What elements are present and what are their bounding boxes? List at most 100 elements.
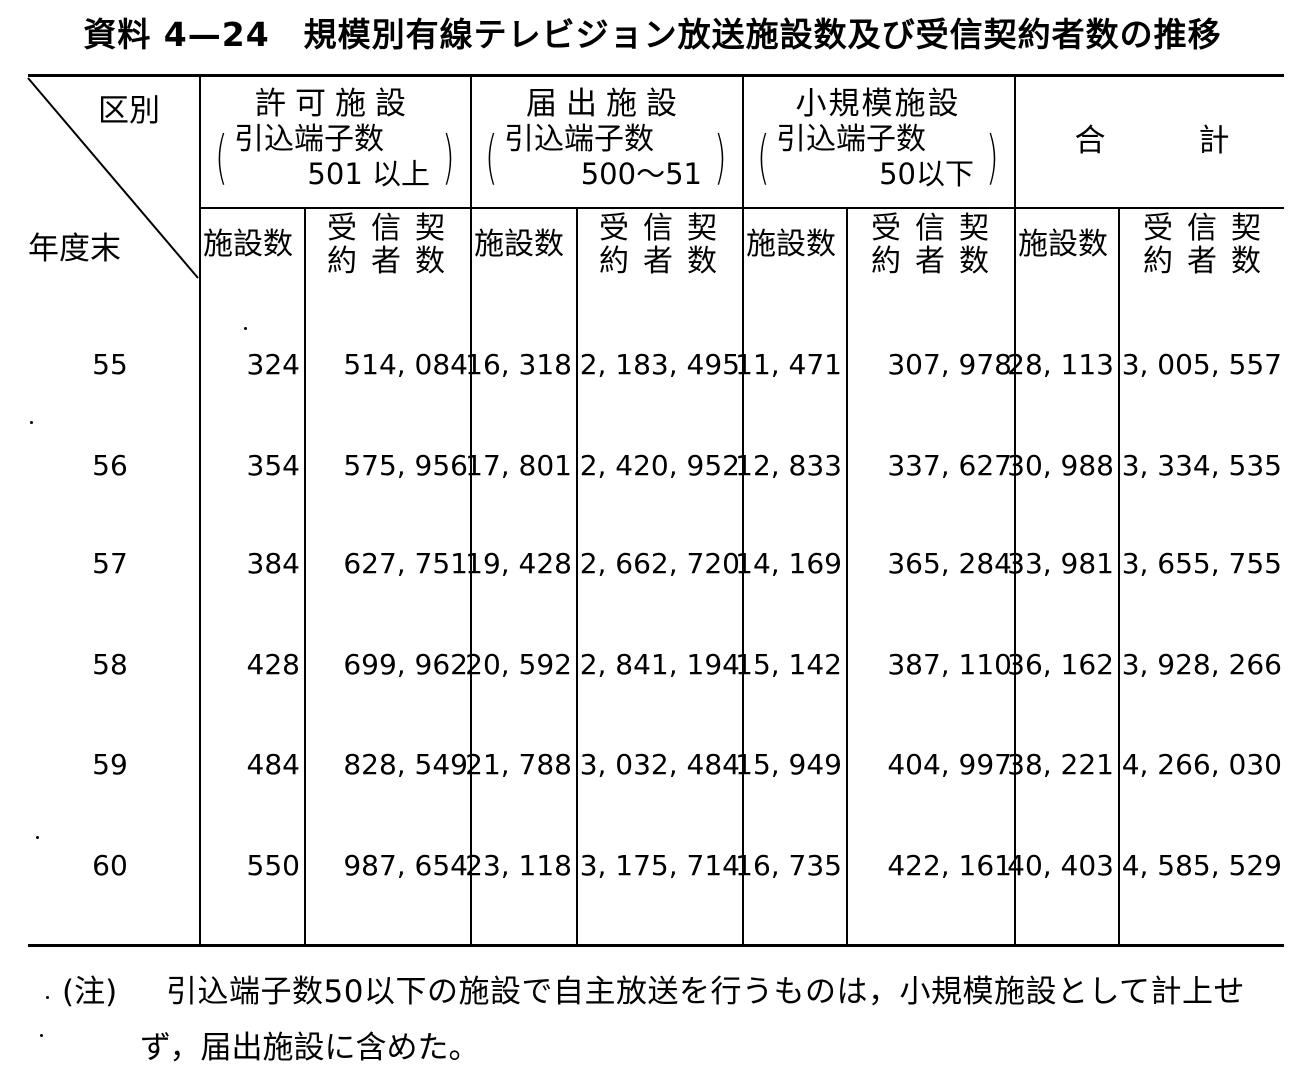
cell-subscriber-count: 828, 549 — [343, 748, 468, 781]
col-header-subscribers: 受信契 約者数 — [590, 212, 740, 278]
cell-facility-count: 30, 988 — [1007, 449, 1114, 482]
scan-speck — [40, 1034, 43, 1037]
cell-facility-count: 12, 833 — [735, 449, 842, 482]
cell-subscriber-count: 4, 585, 529 — [1121, 849, 1282, 882]
cell-subscriber-count: 387, 110 — [887, 648, 1012, 681]
group-sub-label: 引込端子数 — [234, 122, 384, 157]
corner-diagonal-line — [27, 77, 199, 279]
cell-facility-count: 15, 949 — [735, 748, 842, 781]
group-header-licensed: 許可施設 ( 引込端子数 501 以上 ) — [210, 88, 460, 194]
cell-facility-count: 38, 221 — [1007, 748, 1114, 781]
cell-facility-count: 354 — [246, 449, 300, 482]
cell-facility-count: 11, 471 — [735, 348, 842, 381]
cell-facility-count: 36, 162 — [1007, 648, 1114, 681]
table-bottom-rule — [28, 944, 1284, 947]
col-header-facilities: 施設数 — [474, 227, 564, 262]
table-top-rule — [28, 74, 1284, 77]
cell-facility-count: 384 — [246, 547, 300, 580]
cell-subscriber-count: 4, 266, 030 — [1121, 748, 1282, 781]
cell-subscriber-count: 3, 655, 755 — [1121, 547, 1282, 580]
col-header-subscribers: 受信契 約者数 — [862, 212, 1012, 278]
cell-facility-count: 16, 735 — [735, 849, 842, 882]
corner-label-category: 区別 — [98, 93, 160, 129]
cell-facility-count: 23, 118 — [465, 849, 572, 882]
cell-subscriber-count: 2, 183, 495 — [579, 348, 740, 381]
col-header-subscribers-top: 受信契 — [1143, 211, 1275, 246]
header-subdivider — [199, 207, 1284, 209]
group-header-total: 合 計 — [1074, 123, 1230, 159]
cell-facility-count: 16, 318 — [465, 348, 572, 381]
cell-subscriber-count: 699, 962 — [343, 648, 468, 681]
cell-subscriber-count: 514, 084 — [343, 348, 468, 381]
scan-speck — [30, 421, 33, 424]
document-title: 資料 4—24 規模別有線テレビジョン放送施設数及び受信契約者数の推移 — [83, 15, 1222, 54]
column-divider — [1014, 76, 1016, 944]
col-header-facilities: 施設数 — [1018, 227, 1108, 262]
column-divider — [846, 209, 848, 944]
column-divider — [742, 76, 744, 944]
cell-subscriber-count: 575, 956 — [343, 449, 468, 482]
row-year-label: 56 — [92, 449, 128, 482]
corner-label-year-end: 年度末 — [28, 231, 121, 267]
cell-subscriber-count: 422, 161 — [887, 849, 1012, 882]
cell-facility-count: 15, 142 — [735, 648, 842, 681]
scan-speck — [244, 327, 247, 330]
group-name: 許可施設 — [255, 86, 415, 122]
col-header-facilities: 施設数 — [203, 227, 293, 262]
group-name: 小規模施設 — [795, 86, 961, 122]
cell-facility-count: 550 — [246, 849, 300, 882]
cell-subscriber-count: 2, 662, 720 — [579, 547, 740, 580]
row-year-label: 55 — [92, 348, 128, 381]
row-year-label: 60 — [92, 849, 128, 882]
row-year-label: 59 — [92, 748, 128, 781]
cell-facility-count: 20, 592 — [465, 648, 572, 681]
note-text-line-2: ず，届出施設に含めた。 — [140, 1030, 480, 1066]
col-header-subscribers-top: 受信契 — [327, 211, 459, 246]
col-header-subscribers-bottom: 約者数 — [1143, 244, 1275, 279]
col-header-subscribers: 受信契 約者数 — [1134, 212, 1284, 278]
column-divider — [576, 209, 578, 944]
col-header-facilities: 施設数 — [746, 227, 836, 262]
col-header-subscribers-bottom: 約者数 — [327, 244, 459, 279]
note-label: (注) — [62, 974, 118, 1010]
cell-subscriber-count: 404, 997 — [887, 748, 1012, 781]
column-divider — [304, 209, 306, 944]
group-sub-label: 引込端子数 — [776, 122, 926, 157]
cell-facility-count: 33, 981 — [1007, 547, 1114, 580]
cell-subscriber-count: 3, 928, 266 — [1121, 648, 1282, 681]
cell-facility-count: 28, 113 — [1007, 348, 1114, 381]
scan-speck — [46, 996, 49, 999]
cell-facility-count: 40, 403 — [1007, 849, 1114, 882]
group-range-label: 501 以上 — [307, 157, 430, 191]
row-year-label: 58 — [92, 648, 128, 681]
cell-facility-count: 19, 428 — [465, 547, 572, 580]
cell-subscriber-count: 3, 005, 557 — [1121, 348, 1282, 381]
col-header-subscribers-bottom: 約者数 — [599, 244, 731, 279]
cell-facility-count: 428 — [246, 648, 300, 681]
group-range-label: 500〜51 — [580, 157, 702, 191]
group-range-label: 50以下 — [879, 157, 974, 191]
cell-facility-count: 484 — [246, 748, 300, 781]
col-header-subscribers-top: 受信契 — [599, 211, 731, 246]
cell-subscriber-count: 2, 841, 194 — [579, 648, 740, 681]
group-sub-label: 引込端子数 — [504, 122, 654, 157]
scan-speck — [36, 836, 39, 839]
cell-subscriber-count: 3, 175, 714 — [579, 849, 740, 882]
group-name: 届出施設 — [526, 86, 686, 122]
column-divider — [470, 76, 472, 944]
cell-subscriber-count: 3, 032, 484 — [579, 748, 740, 781]
cell-facility-count: 14, 169 — [735, 547, 842, 580]
cell-subscriber-count: 365, 284 — [887, 547, 1012, 580]
col-header-subscribers: 受信契 約者数 — [318, 212, 468, 278]
row-year-label: 57 — [92, 547, 128, 580]
cell-subscriber-count: 3, 334, 535 — [1121, 449, 1282, 482]
note-text-line-1: 引込端子数50以下の施設で自主放送を行うものは，小規模施設として計上せ — [166, 974, 1246, 1010]
column-divider — [199, 76, 201, 944]
cell-facility-count: 324 — [246, 348, 300, 381]
cell-facility-count: 21, 788 — [465, 748, 572, 781]
cell-subscriber-count: 2, 420, 952 — [579, 449, 740, 482]
column-divider — [1118, 209, 1120, 944]
cell-subscriber-count: 337, 627 — [887, 449, 1012, 482]
group-header-small-scale: 小規模施設 ( 引込端子数 50以下 ) — [752, 88, 1004, 194]
col-header-subscribers-top: 受信契 — [871, 211, 1003, 246]
